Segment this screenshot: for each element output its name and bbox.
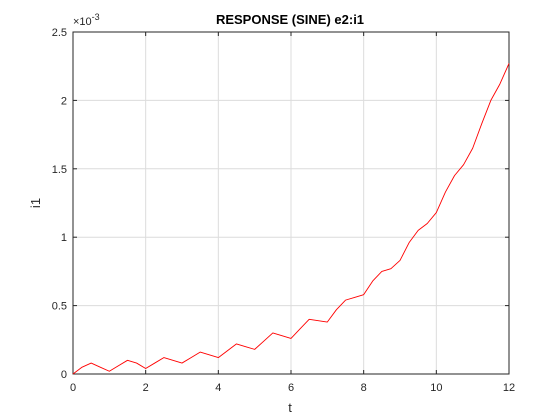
y-tick-label: 1 (61, 232, 67, 244)
x-tick-label: 4 (215, 382, 221, 394)
x-tick-label: 12 (503, 382, 515, 394)
y-tick-label: 1.5 (52, 164, 67, 176)
y-tick-label: 2.5 (52, 27, 67, 39)
y-exponent-base: ×10 (73, 16, 92, 28)
y-exponent-label: ×10-3 (73, 12, 100, 28)
y-tick-label: 2 (61, 95, 67, 107)
axes: 0 2 4 6 8 10 12 0 0.5 1 1.5 2 2.5 (52, 27, 515, 394)
y-tick-label: 0.5 (52, 301, 67, 313)
y-exponent-power: -3 (92, 12, 100, 22)
labels-group: RESPONSE (SINE) e2:i1 t i1 ×10-3 (28, 12, 364, 415)
x-tick-label: 8 (361, 382, 367, 394)
x-tick-label: 6 (288, 382, 294, 394)
y-tick-label: 0 (61, 369, 67, 381)
x-tick-label: 2 (143, 382, 149, 394)
x-tick-label: 0 (70, 382, 76, 394)
series-group (72, 63, 510, 375)
chart-title: RESPONSE (SINE) e2:i1 (216, 12, 364, 27)
y-axis-label: i1 (28, 198, 43, 208)
series-line (72, 63, 510, 375)
x-axis-label: t (288, 400, 292, 415)
grid (73, 32, 509, 374)
x-tick-label: 10 (430, 382, 442, 394)
